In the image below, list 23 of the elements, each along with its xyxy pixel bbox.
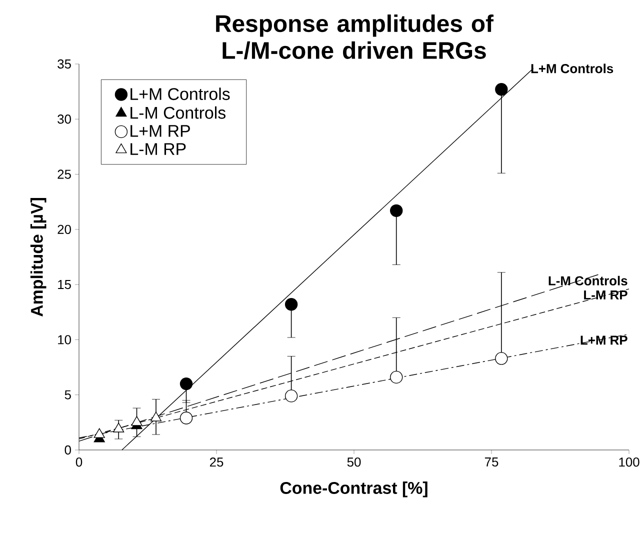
- x-tick-label: 75: [484, 458, 498, 467]
- y-axis-title: Amplitude [µV]: [30, 198, 46, 316]
- annotation: L+M Controls: [531, 64, 614, 74]
- x-tick-label: 50: [347, 458, 361, 467]
- y-tick-label: 35: [58, 59, 71, 69]
- x-tick-label: 25: [210, 458, 224, 467]
- y-tick-label: 25: [58, 170, 71, 179]
- y-tick-label: 20: [58, 224, 71, 234]
- chart-title: Response amplitudes of L-/M-cone driven ERGs: [216, 14, 494, 60]
- annotation: L-M Controls: [548, 276, 628, 286]
- legend-label: L-M RP: [130, 143, 186, 155]
- x-tick-label: 100: [619, 458, 640, 467]
- legend-label: L+M Controls: [130, 88, 230, 100]
- y-tick-label: 5: [64, 390, 71, 400]
- y-tick-label: 10: [58, 335, 71, 344]
- x-axis-title: Cone-Contrast [%]: [280, 482, 428, 498]
- y-tick-label: 0: [64, 445, 71, 455]
- legend-label: L+M RP: [130, 125, 190, 137]
- annotation: L-M RP: [584, 290, 628, 300]
- y-tick-label: 30: [58, 114, 71, 124]
- x-tick-label: 0: [76, 458, 82, 467]
- y-tick-label: 15: [58, 280, 71, 290]
- legend-label: L-M Controls: [130, 106, 226, 119]
